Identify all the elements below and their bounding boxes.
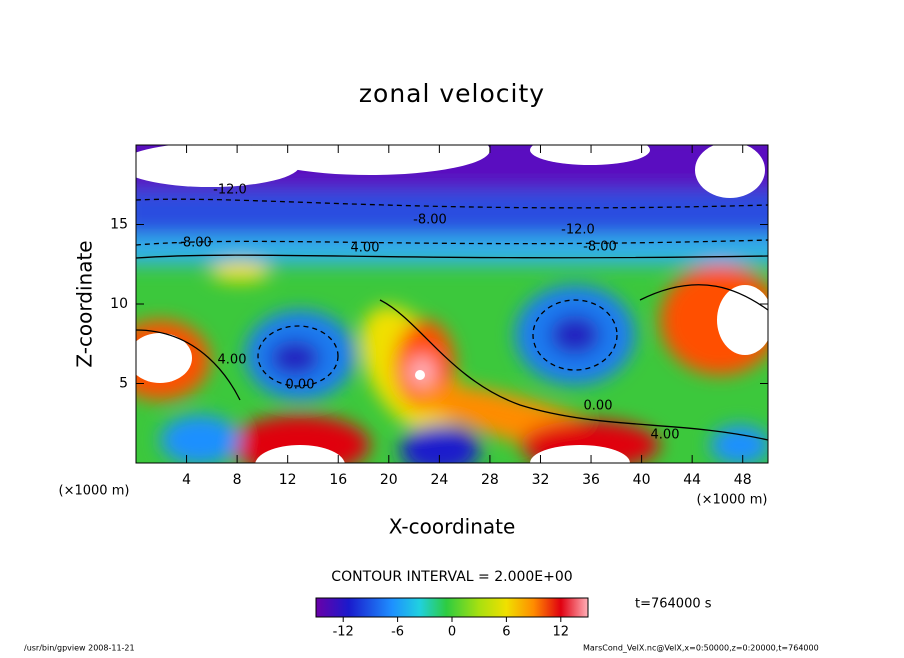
x-axis-label: X-coordinate (389, 515, 516, 539)
x-tick-label: 20 (380, 472, 398, 488)
contour-label: 0.00 (584, 399, 613, 414)
colorbar-tick-label: 6 (502, 625, 510, 640)
x-tick-label: 32 (532, 472, 550, 488)
colorbar-tick-label: -12 (333, 625, 354, 640)
colorbar (315, 597, 589, 618)
time-label: t=764000 s (635, 597, 712, 612)
footer-right: MarsCond_VelX.nc@VelX,x=0:50000,z=0:2000… (583, 644, 819, 653)
contour-label: -12.0 (561, 223, 595, 238)
x-tick-label: 16 (329, 472, 347, 488)
y-axis-label: Z-coordinate (73, 240, 97, 367)
contour-label: -8.00 (413, 213, 447, 228)
y-tick-label: 10 (110, 296, 128, 312)
contour-label: 4.00 (651, 428, 680, 443)
x-tick-label: 40 (633, 472, 651, 488)
chart-title: zonal velocity (359, 79, 545, 108)
x-tick-label: 36 (582, 472, 600, 488)
contour-label: -8.00 (178, 236, 212, 251)
x-tick-label: 28 (481, 472, 499, 488)
x-tick-label: 44 (683, 472, 701, 488)
y-tick-label: 5 (119, 376, 128, 392)
x-tick-label: 4 (182, 472, 191, 488)
x-tick-label: 48 (734, 472, 752, 488)
colorbar-tick-label: -6 (391, 625, 404, 640)
x-tick-label: 12 (279, 472, 297, 488)
y-tick-label: 15 (110, 217, 128, 233)
contour-label: 0.00 (286, 378, 315, 393)
contour-label: -12.0 (213, 183, 247, 198)
footer-left: /usr/bin/gpview 2008-11-21 (24, 644, 135, 653)
colorbar-tick-label: 12 (553, 625, 570, 640)
contour-interval: CONTOUR INTERVAL = 2.000E+00 (331, 569, 572, 585)
contour-label: -8.00 (583, 240, 617, 255)
contour-label: 4.00 (351, 241, 380, 256)
contour-label: 4.00 (218, 353, 247, 368)
colorbar-tick-label: 0 (448, 625, 456, 640)
x-unit-label: (×1000 m) (59, 484, 130, 499)
x-tick-label: 24 (430, 472, 448, 488)
contour-field (136, 145, 768, 463)
x-tick-label: 8 (233, 472, 242, 488)
y-unit-label: (×1000 m) (697, 493, 768, 508)
